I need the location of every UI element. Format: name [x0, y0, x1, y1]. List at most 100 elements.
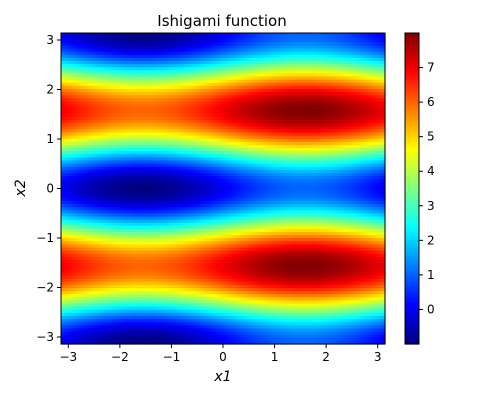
heatmap-cell: [271, 42, 276, 47]
heatmap-cell: [216, 132, 221, 137]
heatmap-cell: [99, 101, 104, 106]
heatmap-cell: [180, 157, 185, 162]
heatmap-cell: [177, 116, 182, 121]
heatmap-cell: [210, 160, 214, 165]
heatmap-cell: [284, 95, 289, 99]
heatmap-cell: [307, 135, 312, 140]
heatmap-cell: [70, 107, 75, 112]
heatmap-cell: [67, 126, 72, 131]
heatmap-cell: [184, 132, 188, 137]
heatmap-cell: [248, 73, 253, 78]
heatmap-cell: [245, 98, 250, 103]
heatmap-cell: [368, 51, 373, 56]
heatmap-cell: [281, 98, 286, 103]
heatmap-cell: [145, 138, 150, 143]
heatmap-cell: [284, 54, 289, 59]
heatmap-cell: [297, 85, 302, 90]
heatmap-cell: [268, 182, 273, 186]
heatmap-cell: [216, 182, 221, 186]
heatmap-cell: [242, 182, 247, 186]
heatmap-cell: [355, 163, 360, 168]
heatmap-cell: [284, 98, 289, 103]
heatmap-cell: [365, 92, 370, 96]
heatmap-cell: [99, 67, 104, 71]
heatmap-cell: [138, 107, 143, 112]
heatmap-cell: [232, 157, 237, 162]
heatmap-cell: [255, 123, 260, 127]
heatmap-cell: [226, 172, 231, 177]
heatmap-cell: [145, 166, 150, 171]
heatmap-cell: [248, 172, 253, 177]
heatmap-cell: [184, 141, 188, 146]
heatmap-cell: [291, 101, 295, 106]
heatmap-cell: [381, 179, 386, 183]
heatmap-cell: [297, 73, 302, 78]
heatmap-cell: [294, 144, 299, 149]
heatmap-cell: [291, 151, 295, 155]
heatmap-cell: [226, 160, 231, 165]
heatmap-cell: [239, 104, 244, 109]
heatmap-cell: [229, 104, 234, 109]
heatmap-cell: [67, 92, 72, 96]
heatmap-cell: [229, 70, 234, 75]
heatmap-cell: [129, 57, 133, 62]
heatmap-cell: [145, 148, 150, 152]
heatmap-cell: [83, 141, 88, 146]
heatmap-cell: [73, 57, 78, 62]
heatmap-cell: [180, 132, 185, 137]
heatmap-cell: [232, 169, 237, 174]
heatmap-cell: [112, 73, 117, 78]
heatmap-cell: [106, 101, 111, 106]
heatmap-cell: [132, 182, 137, 186]
heatmap-cell: [73, 141, 78, 146]
heatmap-cell: [265, 182, 269, 186]
heatmap-cell: [265, 57, 269, 62]
heatmap-cell: [184, 120, 188, 124]
heatmap-cell: [112, 172, 117, 177]
heatmap-cell: [135, 126, 140, 131]
heatmap-cell: [362, 88, 367, 93]
heatmap-cell: [116, 42, 120, 47]
heatmap-cell: [329, 98, 334, 103]
heatmap-cell: [210, 42, 214, 47]
heatmap-cell: [323, 64, 328, 68]
heatmap-cell: [349, 169, 354, 174]
heatmap-cell: [297, 120, 302, 124]
heatmap-cell: [64, 107, 69, 112]
heatmap-cell: [106, 79, 111, 84]
heatmap-cell: [349, 144, 354, 149]
heatmap-cell: [106, 116, 111, 121]
heatmap-cell: [96, 64, 101, 68]
heatmap-cell: [378, 45, 383, 50]
heatmap-cell: [349, 151, 354, 155]
heatmap-cell: [138, 92, 143, 96]
heatmap-cell: [372, 157, 376, 162]
heatmap-cell: [213, 85, 218, 90]
heatmap-cell: [281, 113, 286, 118]
heatmap-cell: [122, 42, 127, 47]
heatmap-cell: [64, 104, 69, 109]
heatmap-cell: [265, 151, 269, 155]
heatmap-cell: [368, 160, 373, 165]
heatmap-cell: [64, 98, 69, 103]
heatmap-cell: [203, 138, 208, 143]
heatmap-cell: [291, 172, 295, 177]
heatmap-cell: [197, 172, 201, 177]
heatmap-cell: [138, 123, 143, 127]
heatmap-cell: [281, 76, 286, 81]
heatmap-cell: [300, 60, 305, 65]
heatmap-cell: [77, 179, 82, 183]
heatmap-cell: [362, 101, 367, 106]
heatmap-cell: [132, 76, 137, 81]
heatmap-cell: [235, 104, 240, 109]
heatmap-cell: [265, 76, 269, 81]
heatmap-cell: [116, 144, 120, 149]
heatmap-cell: [329, 51, 334, 56]
heatmap-cell: [316, 39, 321, 43]
heatmap-cell: [242, 98, 247, 103]
heatmap-cell: [93, 92, 98, 96]
heatmap-cell: [336, 138, 341, 143]
heatmap-cell: [226, 148, 231, 152]
heatmap-cell: [67, 70, 72, 75]
heatmap-cell: [378, 88, 383, 93]
